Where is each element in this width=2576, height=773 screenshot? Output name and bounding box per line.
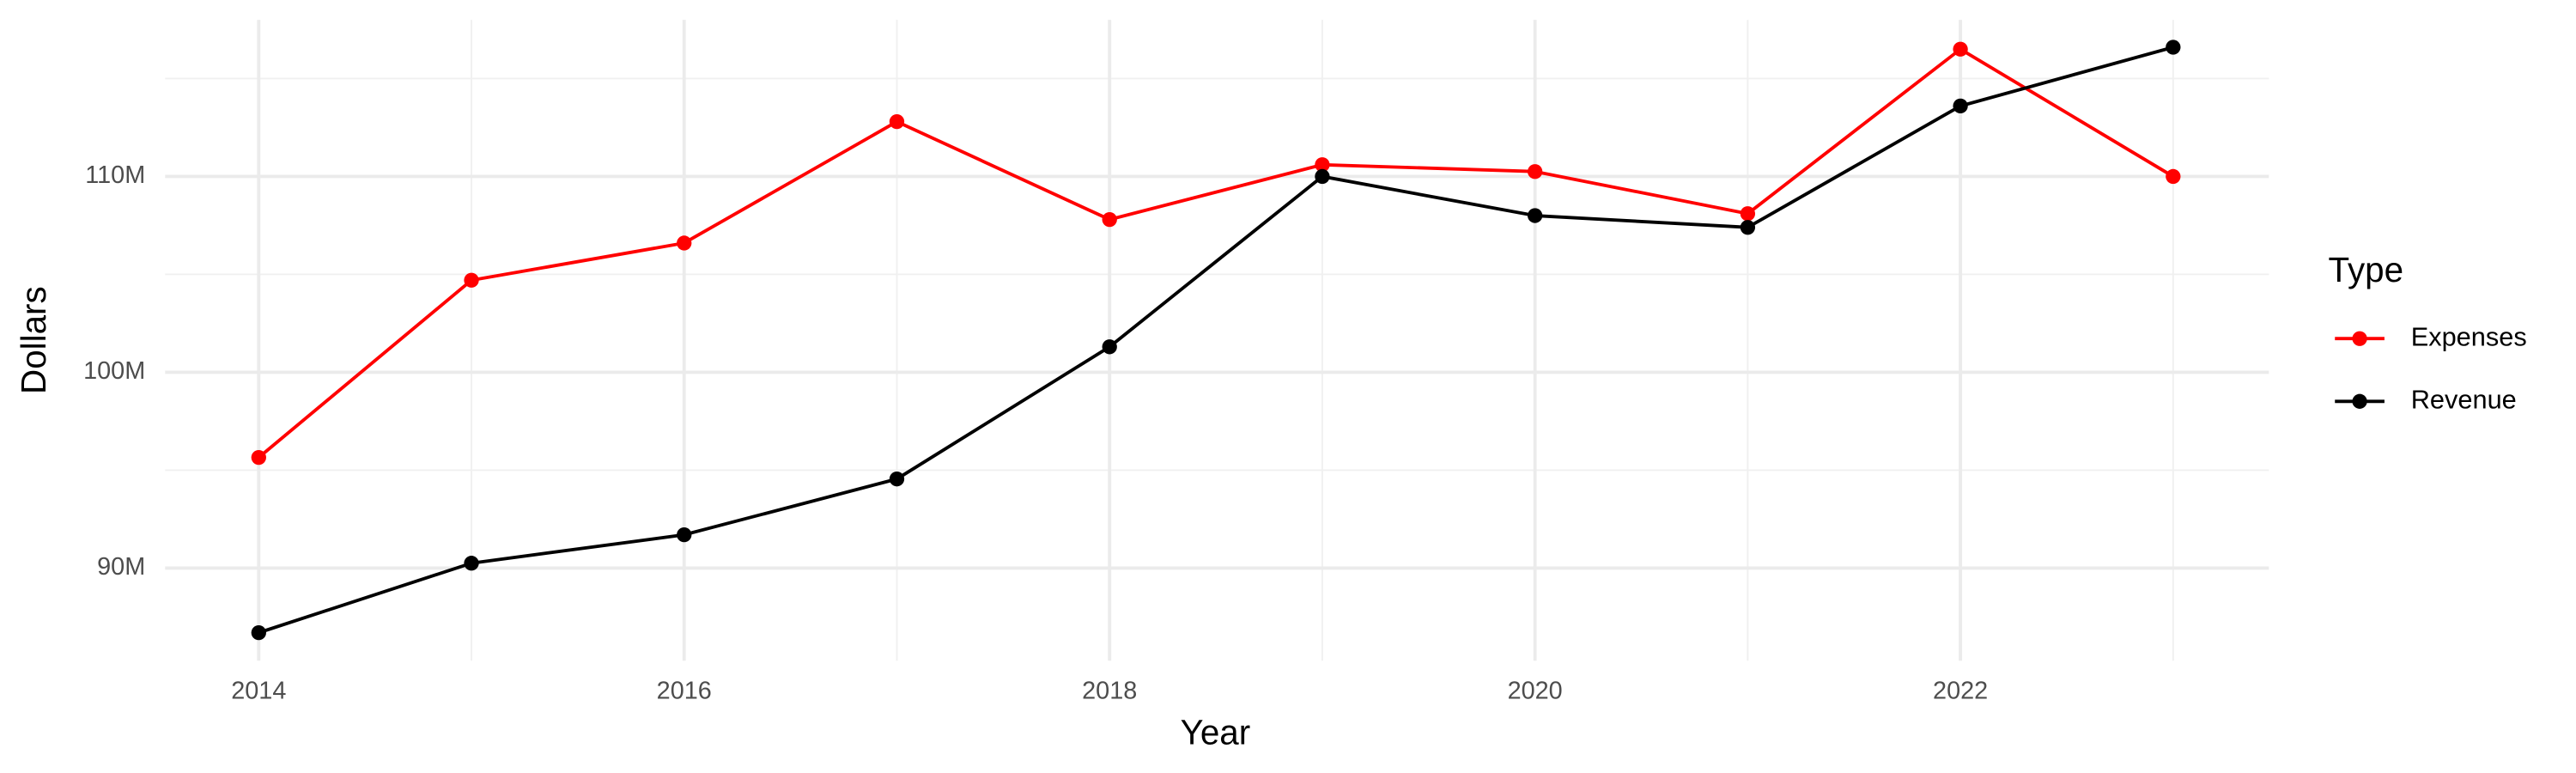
data-point <box>1740 206 1756 222</box>
data-point <box>1528 164 1543 180</box>
x-tick-label: 2018 <box>1082 677 1137 704</box>
x-tick-label: 2014 <box>231 677 286 704</box>
data-point <box>1528 208 1543 223</box>
data-point <box>2166 168 2181 185</box>
x-tick-label: 2020 <box>1508 677 1563 704</box>
legend-title: Type <box>2329 250 2404 289</box>
y-tick-label: 100M <box>83 357 145 385</box>
data-point <box>464 556 479 571</box>
series-line <box>258 46 2174 635</box>
data-point <box>1953 98 1968 114</box>
legend-label: Expenses <box>2411 321 2527 351</box>
data-point <box>889 113 905 130</box>
data-point <box>251 624 266 641</box>
x-tick-label: 2022 <box>1933 677 1988 704</box>
data-point <box>677 235 692 251</box>
data-point <box>1953 41 1968 57</box>
x-tick-label: 2016 <box>657 677 712 704</box>
data-point <box>1315 168 1330 185</box>
y-axis-title: Dollars <box>14 286 53 394</box>
data-point <box>1102 339 1117 355</box>
y-tick-label: 110M <box>85 161 145 189</box>
series-line <box>258 46 2174 460</box>
data-point <box>2166 40 2181 55</box>
data-point <box>1740 220 1756 235</box>
data-point <box>1315 157 1330 173</box>
y-tick-label: 90M <box>97 553 145 581</box>
data-point <box>889 472 905 487</box>
legend-label: Revenue <box>2411 384 2517 414</box>
data-point <box>677 526 692 543</box>
legend-marker <box>2352 393 2367 409</box>
data-point <box>251 449 266 466</box>
x-axis-title: Year <box>1181 712 1251 752</box>
data-point <box>464 272 479 288</box>
data-point <box>1102 211 1117 228</box>
legend-marker <box>2352 331 2367 346</box>
